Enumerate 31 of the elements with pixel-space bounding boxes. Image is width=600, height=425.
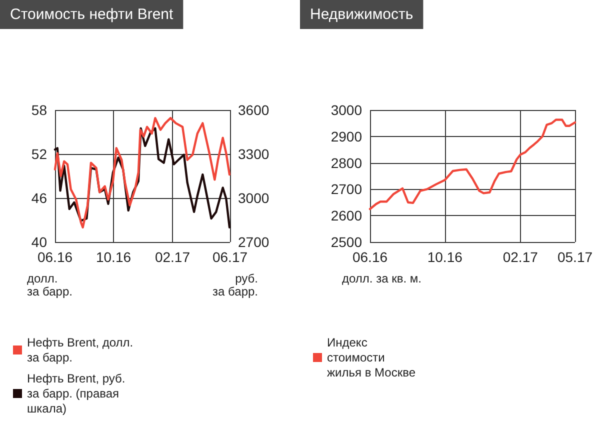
y2-tick-label: 3300: [238, 146, 270, 162]
chart-title: Стоимость нефти Brent: [10, 6, 174, 23]
legend-label: Индекс стоимости жилья в Москве: [327, 336, 416, 380]
y-tick-label: 46: [31, 190, 48, 206]
y-axis-title: долл. за кв. м.: [342, 272, 422, 286]
y-tick-label: 2700: [330, 181, 362, 198]
legend-label: Нефть Brent, долл. за барр.: [27, 336, 136, 364]
x-tick-label: 02.17: [154, 249, 190, 265]
y-axis-title: долл. за барр.: [27, 272, 72, 298]
y-tick-label: 40: [31, 234, 48, 250]
y-tick-label: 3000: [330, 102, 362, 118]
y-tick-label: 2500: [330, 234, 362, 250]
x-tick-label: 06.17: [212, 249, 248, 265]
y-tick-label: 52: [31, 146, 48, 162]
x-tick-label: 05.17: [557, 249, 593, 265]
chart-title: Недвижимость: [310, 6, 414, 23]
x-tick-label: 06.16: [37, 249, 73, 265]
y2-tick-label: 3600: [238, 102, 270, 118]
x-tick-label: 10.16: [96, 249, 132, 265]
y-tick-label: 58: [31, 102, 48, 118]
x-tick-label: 10.16: [427, 249, 463, 265]
y2-tick-label: 2700: [238, 234, 270, 250]
y-tick-label: 2800: [330, 154, 362, 171]
x-tick-label: 02.17: [502, 249, 538, 265]
y2-axis-title: руб. за барр.: [212, 272, 258, 298]
y-tick-label: 2900: [330, 128, 362, 144]
x-tick-label: 06.16: [352, 249, 388, 265]
legend-label: Нефть Brent, руб. за барр. (правая шкала): [27, 372, 129, 416]
y-tick-label: 2600: [330, 208, 362, 224]
y2-tick-label: 3000: [238, 190, 270, 206]
line-series: [368, 118, 576, 210]
